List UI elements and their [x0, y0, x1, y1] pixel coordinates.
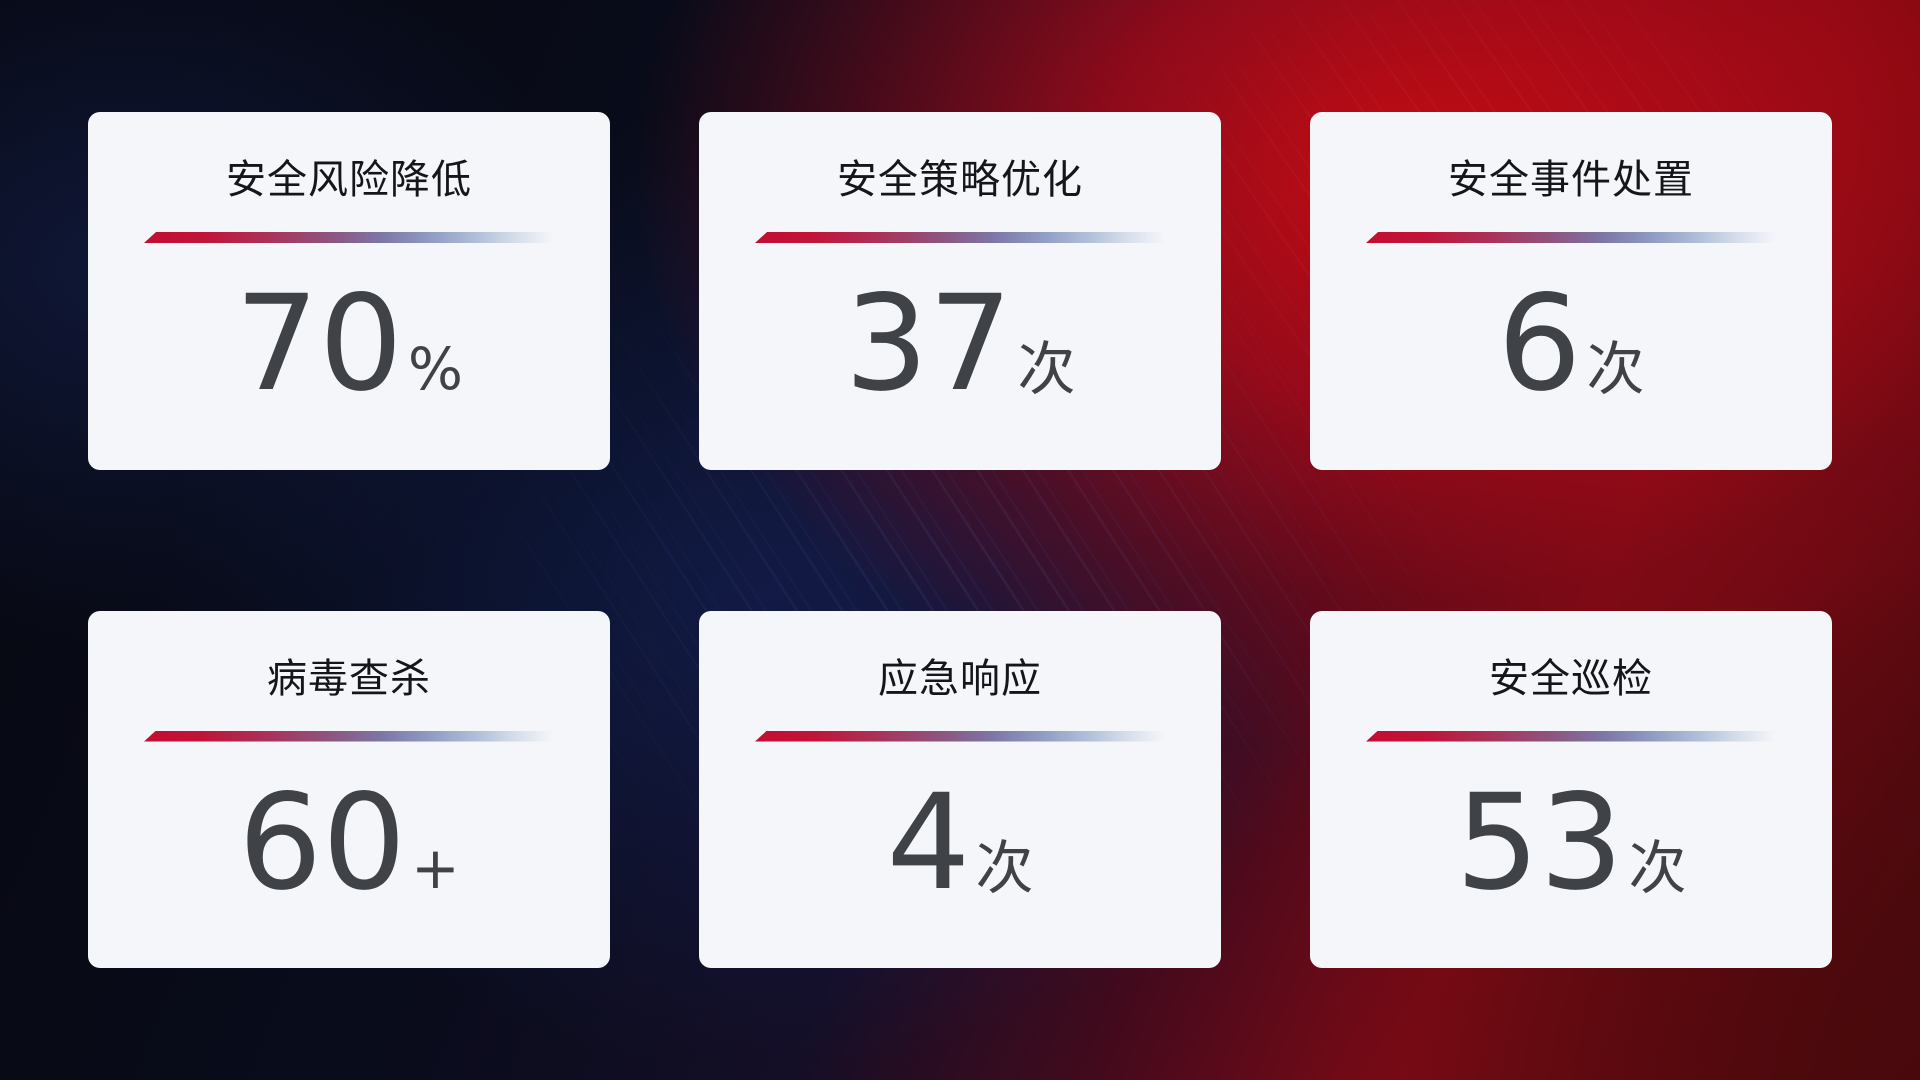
stat-card-title: 安全风险降低	[226, 157, 472, 203]
stat-card-unit: 次	[1017, 335, 1076, 403]
stat-card: 应急响应 4 次	[699, 610, 1221, 968]
stat-card: 安全巡检 53 次	[1310, 610, 1832, 968]
stat-card-unit: 次	[1586, 335, 1645, 403]
stat-card-title: 安全策略优化	[837, 157, 1083, 203]
stat-card-value: 70	[234, 267, 403, 421]
stat-card-title: 应急响应	[878, 655, 1042, 702]
stat-card: 安全策略优化 37 次	[699, 112, 1221, 470]
stat-card-value-row: 6 次	[1498, 277, 1645, 411]
stat-card-title: 安全巡检	[1489, 655, 1653, 702]
stat-card: 病毒查杀 60 +	[88, 610, 610, 968]
stat-card-divider	[1366, 730, 1776, 742]
stat-card-divider	[755, 730, 1165, 742]
stat-card-value-row: 4 次	[887, 776, 1034, 910]
stat-card-divider	[144, 730, 554, 742]
stat-card-unit: %	[407, 335, 464, 403]
stat-card-unit: 次	[1628, 833, 1687, 902]
stat-card-divider	[1366, 232, 1776, 243]
stat-card-value: 4	[886, 765, 971, 920]
stat-card-value: 53	[1455, 765, 1624, 920]
stat-card-value-row: 70 %	[235, 277, 463, 411]
stat-card-value-row: 53 次	[1456, 776, 1687, 910]
stat-card-divider	[144, 232, 554, 243]
stat-card-divider	[755, 232, 1165, 243]
stat-card-value: 37	[844, 267, 1013, 421]
stat-card-value: 6	[1497, 267, 1582, 421]
stat-card: 安全事件处置 6 次	[1310, 112, 1832, 470]
stat-card-unit: +	[411, 833, 460, 902]
stat-card-value-row: 60 +	[238, 776, 460, 910]
stat-card-value: 60	[238, 765, 407, 920]
stat-card: 安全风险降低 70 %	[88, 112, 610, 470]
stat-card-unit: 次	[975, 833, 1034, 902]
stat-card-title: 病毒查杀	[267, 655, 431, 702]
stat-card-value-row: 37 次	[845, 277, 1076, 411]
stat-card-title: 安全事件处置	[1448, 157, 1694, 203]
